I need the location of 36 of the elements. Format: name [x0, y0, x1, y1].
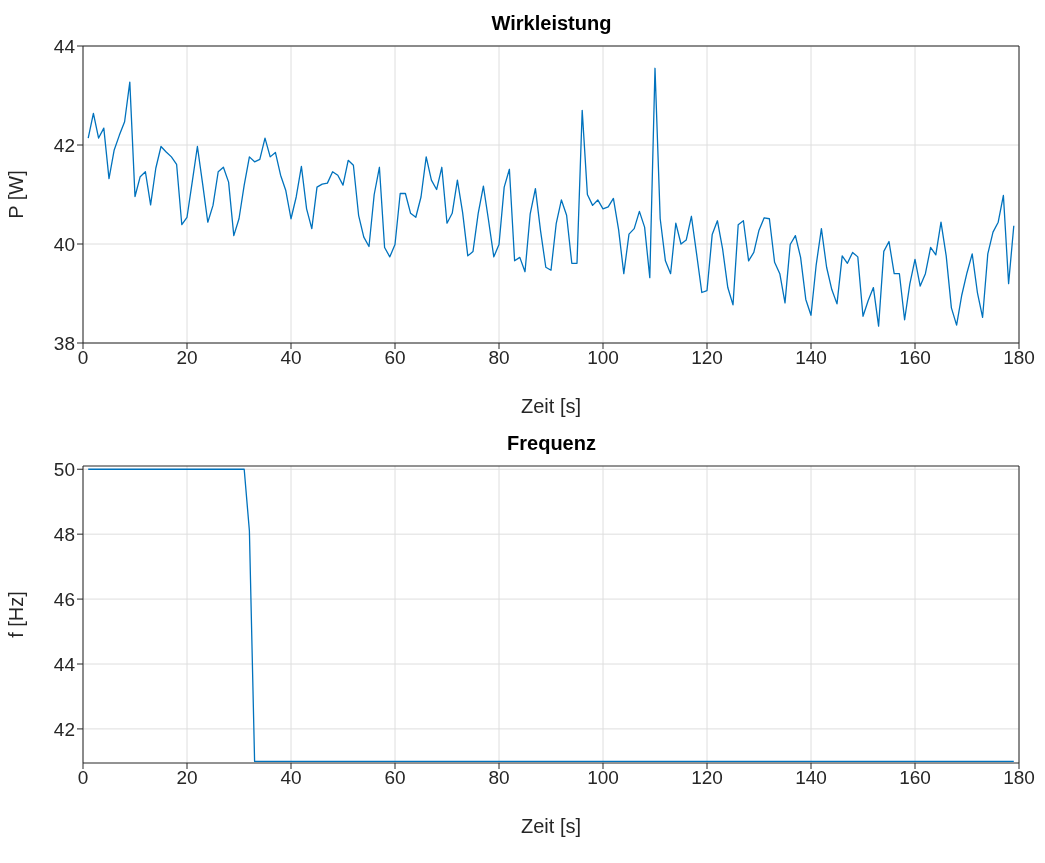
x-tick-label: 120 [691, 347, 723, 369]
x-tick-label: 20 [176, 767, 198, 789]
x-axis-title: Zeit [s] [520, 395, 582, 417]
x-tick-label: 40 [280, 767, 302, 789]
y-tick-label: 50 [53, 458, 75, 480]
x-tick-label: 160 [899, 767, 931, 789]
x-tick-label: 140 [795, 347, 827, 369]
y-tick-label: 48 [53, 523, 75, 545]
y-tick-label: 42 [53, 718, 75, 740]
x-tick-label: 100 [587, 347, 619, 369]
y-tick-label: 44 [53, 653, 76, 675]
line-series [87, 67, 1015, 327]
x-tick-label: 140 [795, 767, 827, 789]
x-tick-label: 60 [384, 347, 406, 369]
x-axis-title: Zeit [s] [520, 815, 582, 837]
y-tick-label: 46 [53, 588, 75, 610]
chart-title: Wirkleistung [490, 12, 613, 35]
x-tick-label: 0 [77, 767, 89, 789]
x-tick-label: 80 [488, 347, 510, 369]
x-tick-label: 60 [384, 767, 406, 789]
x-tick-label: 20 [176, 347, 198, 369]
x-tick-label: 160 [899, 347, 931, 369]
y-axis-title: P [W] [5, 170, 28, 219]
x-tick-label: 40 [280, 347, 302, 369]
x-tick-label: 80 [488, 767, 510, 789]
x-tick-label: 0 [77, 347, 89, 369]
y-tick-label: 38 [53, 332, 75, 354]
y-tick-label: 40 [53, 233, 75, 255]
y-tick-label: 44 [53, 35, 76, 57]
x-tick-label: 180 [1003, 347, 1035, 369]
y-axis-title: f [Hz] [5, 591, 28, 638]
x-tick-label: 180 [1003, 767, 1035, 789]
y-tick-label: 42 [53, 134, 75, 156]
x-tick-label: 100 [587, 767, 619, 789]
x-tick-label: 120 [691, 767, 723, 789]
chart-title: Frequenz [506, 432, 597, 455]
